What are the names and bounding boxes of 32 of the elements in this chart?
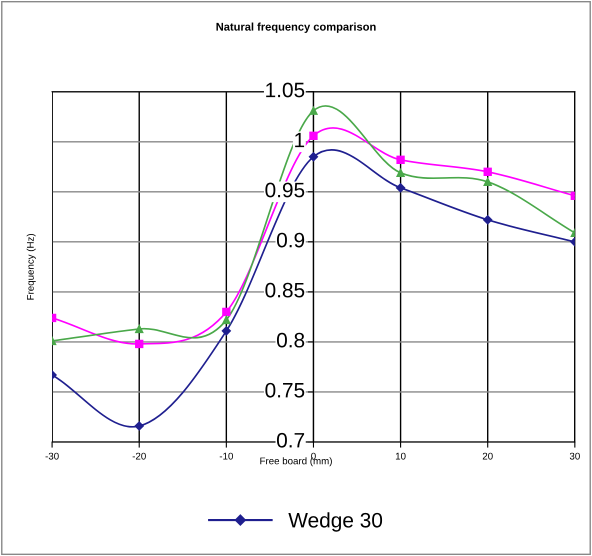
point (134, 421, 144, 431)
y-tick-label: 0.7 (276, 432, 304, 448)
legend-label: Wedge 30 (288, 512, 382, 532)
point (396, 156, 405, 164)
point (135, 340, 144, 348)
y-tick-label: 0.95 (265, 182, 304, 198)
x-tick-label: 10 (396, 452, 406, 460)
x-tick-label: -10 (220, 452, 233, 460)
point (484, 178, 492, 186)
x-tick-label: -30 (46, 452, 59, 460)
point (309, 132, 318, 140)
y-axis-title: Frequency (Hz) (26, 234, 36, 300)
chart-title: Natural frequency comparison (216, 22, 376, 33)
y-tick-label: 0.85 (265, 282, 304, 298)
y-tick-label: 0.8 (276, 332, 304, 348)
y-tick-label: 0.75 (265, 382, 304, 398)
y-tick-label: 0.9 (276, 232, 304, 248)
point (396, 168, 405, 177)
point (222, 308, 231, 316)
y-tick-label: 1.05 (266, 82, 304, 98)
point (309, 106, 318, 115)
x-tick-label: 30 (570, 452, 580, 460)
point (308, 152, 318, 162)
point (135, 324, 144, 334)
point (222, 316, 231, 324)
x-tick-label: -20 (132, 452, 146, 460)
point (484, 168, 492, 176)
y-tick-label: 1 (295, 132, 304, 148)
x-tick-label: 20 (482, 452, 493, 460)
point (396, 183, 406, 192)
point (222, 326, 231, 336)
point (483, 215, 492, 224)
